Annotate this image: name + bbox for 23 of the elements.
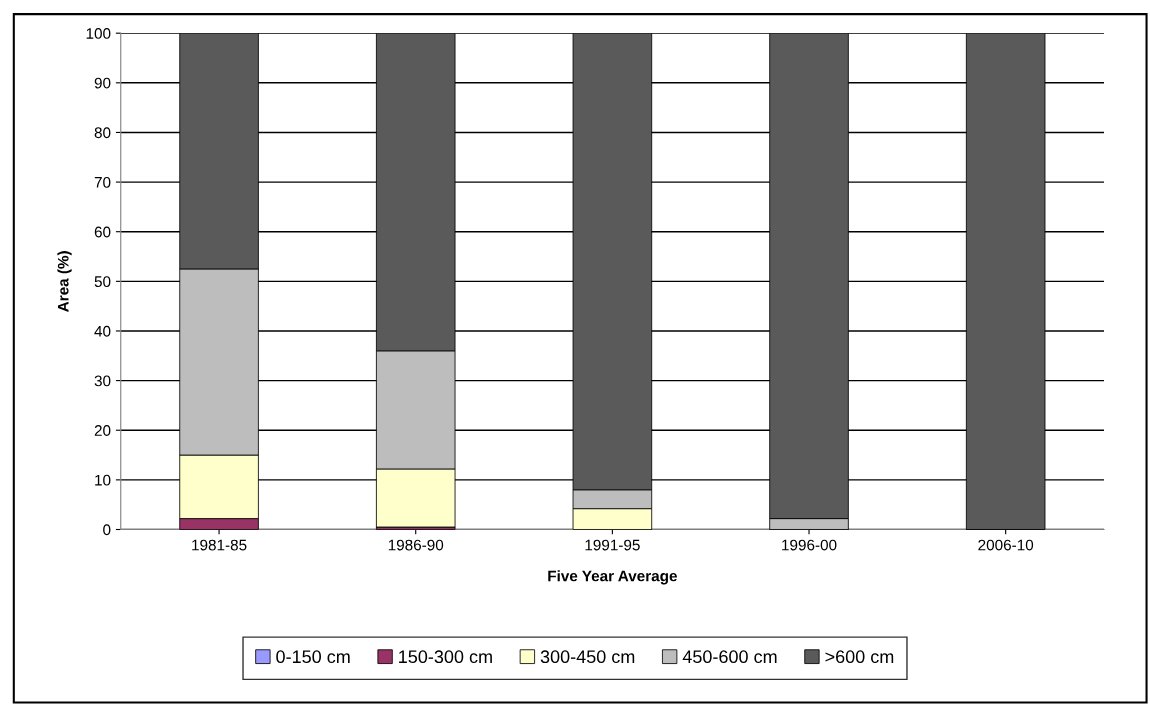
y-tick-label: 20: [94, 425, 111, 436]
legend-label: 450-600 cm: [682, 650, 777, 664]
y-tick-label: 60: [94, 226, 111, 238]
legend-label: 300-450 cm: [540, 650, 635, 664]
y-tick-label: 0: [103, 524, 111, 536]
y-tick-label: 100: [86, 28, 111, 39]
x-tick-label: 1996-00: [782, 539, 837, 551]
y-tick-label: 10: [95, 474, 111, 486]
x-tick-label: 1986-90: [388, 539, 444, 551]
x-tick-label: 1981-85: [192, 539, 247, 551]
y-axis-title: Area (%): [57, 251, 72, 312]
y-tick-label: 40: [94, 325, 111, 337]
y-tick-label: 80: [94, 127, 111, 139]
y-tick-label: 70: [94, 176, 111, 188]
y-tick-label: 30: [94, 375, 111, 387]
legend-label: 0-150 cm: [276, 650, 350, 664]
legend-label: >600 cm: [825, 650, 894, 664]
y-tick-label: 50: [94, 276, 111, 288]
y-tick-label: 90: [94, 77, 111, 89]
x-tick-label: 1991-95: [585, 539, 640, 551]
legend-label: 150-300 cm: [399, 650, 492, 664]
x-tick-label: 2006-10: [978, 539, 1034, 551]
x-axis-title: Five Year Average: [548, 570, 677, 585]
